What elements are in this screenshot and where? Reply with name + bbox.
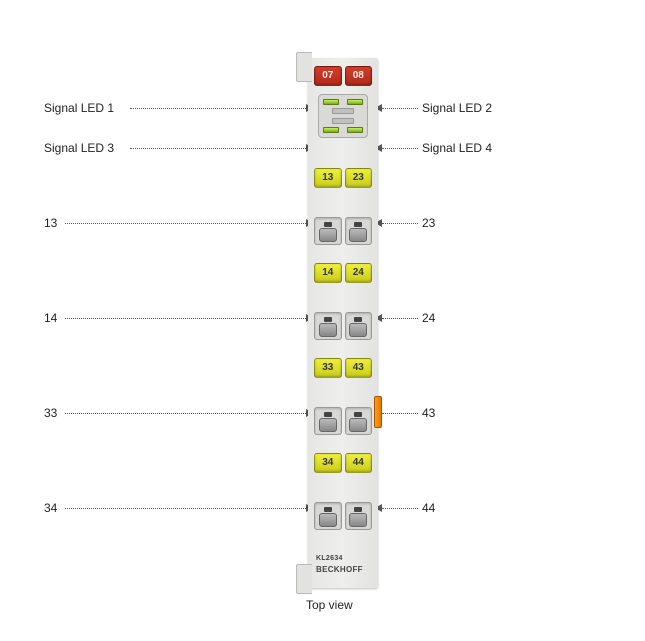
leader-r-4 [382, 413, 418, 414]
label-signal-led-4: Signal LED 4 [422, 141, 492, 155]
label-34: 34 [44, 501, 57, 515]
signal-led-2 [347, 99, 363, 105]
tag-23: 23 [345, 168, 373, 188]
bottom-rail-clip [296, 564, 312, 594]
leader-r-5 [382, 508, 418, 509]
leader-l-1 [130, 148, 306, 149]
tag-34: 34 [314, 453, 342, 473]
led-block [318, 94, 368, 138]
terminal-33 [314, 407, 342, 435]
tag-row-4: 34 44 [314, 453, 372, 473]
signal-led-1 [323, 99, 339, 105]
tag-row-1: 13 23 [314, 168, 372, 188]
leader-l-3 [65, 318, 306, 319]
tag-33: 33 [314, 358, 342, 378]
tag-24: 24 [345, 263, 373, 283]
label-43: 43 [422, 406, 435, 420]
tag-13: 13 [314, 168, 342, 188]
terminal-13 [314, 217, 342, 245]
label-13: 13 [44, 216, 57, 230]
leader-r-2 [382, 223, 418, 224]
product-code: KL2634 [316, 555, 343, 562]
terminal-module: 07 08 13 23 14 24 33 43 34 44 KL2634 [308, 58, 378, 588]
tag-08: 08 [345, 66, 373, 86]
label-14: 14 [44, 311, 57, 325]
top-rail-clip [296, 52, 312, 82]
led-spacer-2 [332, 118, 354, 124]
view-caption: Top view [306, 598, 353, 612]
release-tab [374, 396, 382, 428]
label-signal-led-3: Signal LED 3 [44, 141, 114, 155]
leader-r-0 [382, 108, 418, 109]
tag-07: 07 [314, 66, 342, 86]
leader-l-0 [130, 108, 306, 109]
label-24: 24 [422, 311, 435, 325]
leader-l-2 [65, 223, 306, 224]
terminal-row-4 [314, 498, 372, 534]
tag-row-3: 33 43 [314, 358, 372, 378]
leader-l-4 [65, 413, 306, 414]
terminal-14 [314, 312, 342, 340]
terminal-row-3 [314, 403, 372, 439]
top-tag-row: 07 08 [314, 66, 372, 86]
label-signal-led-2: Signal LED 2 [422, 101, 492, 115]
leader-r-3 [382, 318, 418, 319]
tag-44: 44 [345, 453, 373, 473]
tag-row-2: 14 24 [314, 263, 372, 283]
terminal-34 [314, 502, 342, 530]
terminal-row-2 [314, 308, 372, 344]
terminal-24 [345, 312, 373, 340]
label-signal-led-1: Signal LED 1 [44, 101, 114, 115]
leader-l-5 [65, 508, 306, 509]
terminal-row-1 [314, 213, 372, 249]
tag-14: 14 [314, 263, 342, 283]
terminal-43 [345, 407, 373, 435]
tag-43: 43 [345, 358, 373, 378]
led-spacer-1 [332, 108, 354, 114]
label-23: 23 [422, 216, 435, 230]
label-44: 44 [422, 501, 435, 515]
terminal-44 [345, 502, 373, 530]
signal-led-4 [347, 127, 363, 133]
label-33: 33 [44, 406, 57, 420]
leader-r-1 [382, 148, 418, 149]
terminal-23 [345, 217, 373, 245]
signal-led-3 [323, 127, 339, 133]
brand-label: BECKHOFF [316, 565, 363, 574]
